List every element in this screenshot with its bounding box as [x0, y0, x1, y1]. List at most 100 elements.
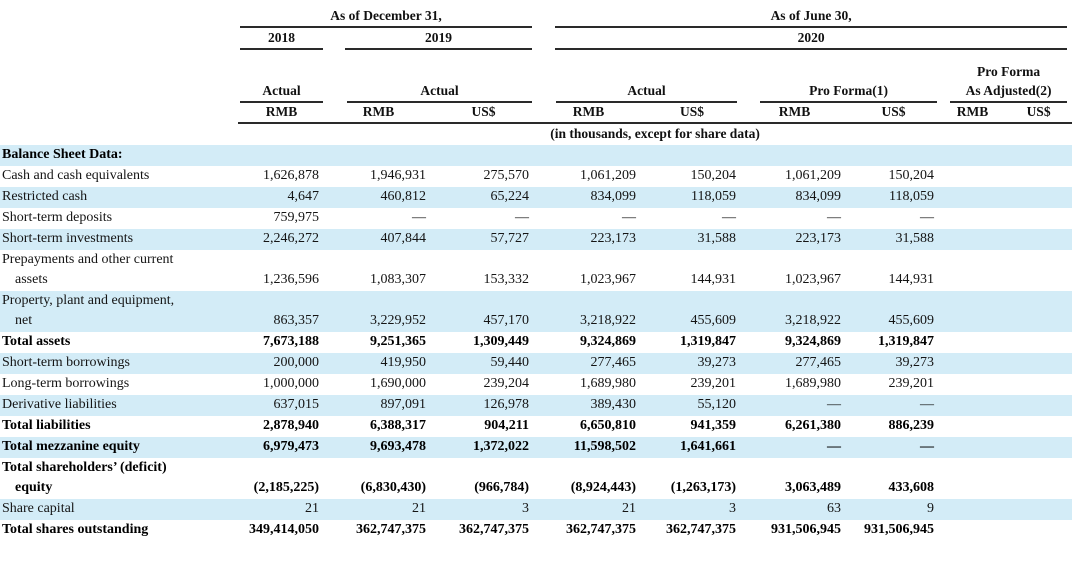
row-label: Long-term borrowings	[2, 376, 130, 391]
row-label: Total liabilities	[2, 418, 91, 433]
cell-value: 362,747,375	[459, 522, 530, 537]
cell-value: 3,229,952	[370, 313, 426, 328]
scenario-header-pro-forma-adjusted: Pro Forma As Adjusted(2)	[940, 50, 1072, 103]
cell-value	[940, 166, 1005, 187]
cell-value: 1,946,931	[370, 168, 426, 183]
cell-value: (1,263,173)	[670, 480, 737, 495]
cell-value: 6,650,810	[580, 418, 637, 433]
row-label: Balance Sheet Data:	[2, 147, 123, 162]
row-label: Prepayments and other current assets	[2, 252, 174, 287]
cell-value: 1,061,209	[580, 168, 637, 183]
cell-value	[940, 291, 1005, 332]
cell-value: 150,204	[888, 168, 935, 183]
pro-forma-line1: Pro Forma	[977, 64, 1041, 79]
cell-value	[940, 499, 1005, 520]
cell-value: —	[827, 210, 842, 225]
cell-value: 6,979,473	[263, 439, 319, 454]
cell-value: 863,357	[273, 313, 320, 328]
cell-value: 1,319,847	[680, 334, 737, 349]
cell-value: 349,414,050	[249, 522, 319, 537]
currency-header: RMB	[940, 103, 1006, 124]
cell-value: 455,609	[690, 313, 737, 328]
year-label-2019: 2019	[345, 28, 533, 50]
cell-value: 9,693,478	[370, 439, 426, 454]
cell-value: 433,608	[888, 480, 935, 495]
cell-value: 834,099	[590, 189, 637, 204]
cell-value	[742, 145, 847, 166]
cell-value: 239,204	[483, 376, 530, 391]
currency-header: RMB	[742, 103, 848, 124]
cell-value: 153,332	[483, 272, 530, 287]
cell-value	[1005, 520, 1072, 541]
table-row: Total shareholders’ (deficit) equity (2,1…	[0, 458, 1072, 499]
cell-value: 239,201	[888, 376, 935, 391]
cell-value: 1,372,022	[473, 439, 530, 454]
cell-value: 21	[622, 501, 637, 516]
pro-forma-line2: As Adjusted(2)	[965, 83, 1052, 98]
cell-value: —	[515, 210, 530, 225]
period-header-row: As of December 31, As of June 30,	[0, 6, 1072, 28]
cell-value: 277,465	[795, 355, 842, 370]
header-spacer	[0, 123, 238, 145]
cell-value: 1,023,967	[785, 272, 842, 287]
scenario-label-pro-forma-adjusted: Pro Forma As Adjusted(2)	[950, 62, 1068, 103]
cell-value: 31,588	[895, 231, 935, 246]
row-label: Total shares outstanding	[2, 522, 149, 537]
currency-header: US$	[642, 103, 743, 124]
cell-value: 759,975	[273, 210, 320, 225]
cell-value	[1005, 437, 1072, 458]
cell-value: 3	[729, 501, 737, 516]
cell-value: 223,173	[795, 231, 842, 246]
cell-value	[642, 145, 742, 166]
cell-value: 7,673,188	[263, 334, 319, 349]
cell-value: 39,273	[697, 355, 737, 370]
table-row: Total assets 7,673,188 9,251,365 1,309,4…	[0, 332, 1072, 353]
cell-value: 3,218,922	[785, 313, 842, 328]
table-row: Total shares outstanding 349,414,050 362…	[0, 520, 1072, 541]
cell-value: 144,931	[690, 272, 737, 287]
cell-value: —	[722, 210, 737, 225]
period-header-june: As of June 30,	[535, 6, 1072, 28]
cell-value: 389,430	[590, 397, 637, 412]
cell-value	[1005, 332, 1072, 353]
cell-value: 31,588	[697, 231, 737, 246]
cell-value	[1005, 395, 1072, 416]
cell-value: 362,747,375	[566, 522, 637, 537]
cell-value	[1005, 374, 1072, 395]
cell-value	[940, 229, 1005, 250]
scenario-label-actual-2018: Actual	[240, 81, 323, 103]
table-row: Short-term investments 2,246,272 407,844…	[0, 229, 1073, 250]
cell-value: 6,261,380	[785, 418, 842, 433]
table-row: Cash and cash equivalents 1,626,878 1,94…	[0, 166, 1072, 187]
cell-value	[1005, 416, 1072, 437]
header-spacer	[0, 50, 238, 103]
cell-value: —	[920, 439, 935, 454]
cell-value: 6,388,317	[370, 418, 426, 433]
cell-value: —	[827, 439, 842, 454]
row-label: Property, plant and equipment, net	[2, 293, 175, 328]
cell-value: 277,465	[590, 355, 637, 370]
scenario-header-actual-2020: Actual	[535, 50, 742, 103]
cell-value: 407,844	[380, 231, 427, 246]
cell-value: 9	[927, 501, 935, 516]
cell-value: 1,000,000	[263, 376, 319, 391]
year-header-2018: 2018	[238, 28, 325, 50]
row-label: Cash and cash equivalents	[2, 168, 150, 183]
cell-value: 941,359	[690, 418, 737, 433]
header-spacer	[0, 6, 238, 28]
cell-value: 9,324,869	[785, 334, 842, 349]
cell-value: —	[920, 397, 935, 412]
cell-value: 144,931	[888, 272, 935, 287]
cell-value: 65,224	[490, 189, 530, 204]
cell-value: 1,236,596	[263, 272, 319, 287]
cell-value: —	[920, 210, 935, 225]
row-label: Total shareholders’ (deficit) equity	[2, 460, 167, 495]
cell-value	[325, 145, 432, 166]
row-label: Total mezzanine equity	[2, 439, 140, 454]
table-body: Balance Sheet Data: Cash and cash equiva…	[0, 145, 1073, 541]
cell-value: 3	[522, 501, 530, 516]
row-label: Short-term investments	[2, 231, 134, 246]
cell-value	[1005, 250, 1072, 291]
cell-value: 886,239	[888, 418, 935, 433]
